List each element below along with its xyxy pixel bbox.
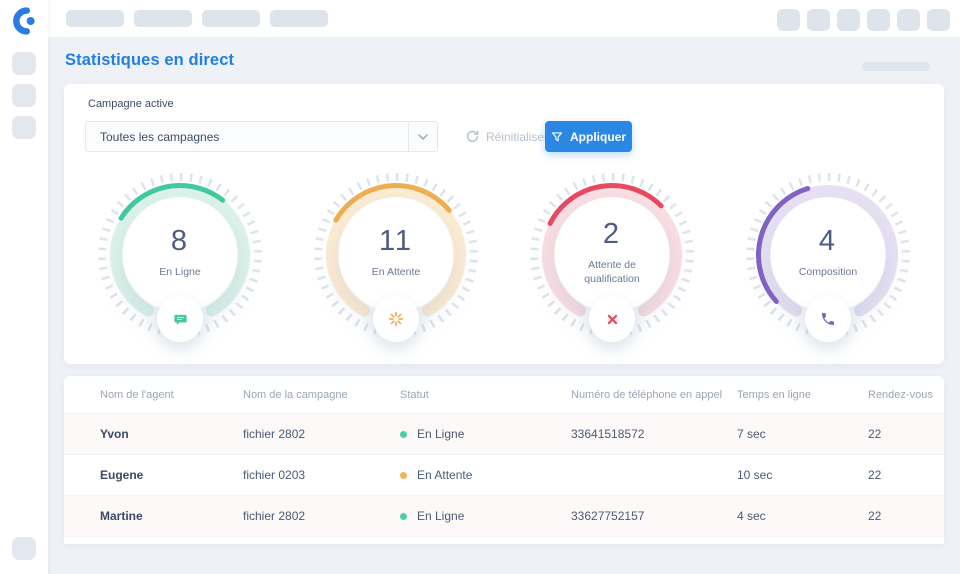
table-header-cell: Numéro de téléphone en appel: [571, 388, 723, 401]
campaign-name-cell: fichier 2802: [243, 509, 306, 523]
table-header-cell: Temps en ligne: [737, 388, 811, 401]
gauge-ring: [540, 182, 684, 327]
gauge-label: Attente de qualification: [584, 258, 640, 285]
gauge-value: 8: [170, 224, 190, 257]
gauge-inner-circle: 4 Composition: [771, 198, 885, 312]
topbar-action-placeholder[interactable]: [927, 9, 950, 31]
topbar: [48, 0, 960, 38]
campaign-filter-label: Campagne active: [88, 98, 174, 110]
agent-name-cell: Yvon: [100, 427, 129, 441]
close-icon: [607, 314, 617, 324]
sidebar-item-placeholder[interactable]: [12, 84, 36, 107]
status-dot: [400, 471, 407, 479]
filter-funnel-icon: [551, 131, 563, 141]
phone-brand-logo[interactable]: [12, 7, 38, 35]
topbar-action-placeholder[interactable]: [807, 9, 830, 31]
nav-pill-placeholder[interactable]: [66, 10, 124, 27]
main-content: Statistiques en direct Campagne active T…: [48, 38, 960, 544]
chat-icon: [173, 314, 187, 325]
gauge-ring: [324, 183, 468, 327]
status-cell: En Ligne: [400, 427, 571, 441]
table-header-cell: Nom de la campagne: [243, 388, 348, 401]
status-label: En Attente: [417, 468, 473, 482]
status-cell: En Ligne: [400, 509, 571, 523]
appointments-cell: 22: [868, 468, 882, 482]
campaign-name-cell: fichier 2802: [243, 427, 306, 441]
gauge: 11 En Attente: [296, 168, 496, 360]
table-header-cell: Rendez-vous: [868, 388, 933, 401]
topbar-action-placeholder[interactable]: [837, 9, 860, 31]
gauges-row: 8 En Ligne 11 En Attente 2 Attente de qu…: [64, 168, 944, 360]
status-cell: En Attente: [400, 468, 571, 482]
campaign-select-value: Toutes les campagnes: [100, 129, 220, 144]
gauge-label: En Ligne: [159, 265, 201, 278]
nav-pill-placeholder[interactable]: [134, 10, 192, 27]
table-row[interactable]: Yvon fichier 2802 En Ligne 33641518572 7…: [64, 414, 944, 455]
time-online-cell: 7 sec: [737, 427, 766, 441]
title-right-placeholder: [862, 62, 930, 71]
gauge-label: En Attente: [371, 265, 421, 278]
gauge-inner-circle: 8 En Ligne: [123, 198, 237, 312]
nav-pill-placeholder[interactable]: [202, 10, 260, 27]
gauge-badge: [589, 296, 635, 342]
gauge-badge: [373, 296, 419, 342]
sidebar-bottom-placeholder[interactable]: [12, 537, 36, 560]
status-label: En Ligne: [417, 427, 465, 441]
table-header-row: Nom de l'agent Nom de la campagne Statut Nu…: [64, 376, 944, 414]
topbar-action-placeholder[interactable]: [897, 9, 920, 31]
time-online-cell: 10 sec: [737, 468, 773, 482]
gauge-badge: [805, 296, 851, 342]
gauge: 4 Composition: [728, 168, 928, 360]
gauge-ring: [108, 183, 252, 327]
nav-pill-placeholder[interactable]: [270, 10, 328, 27]
gauge: 8 En Ligne: [80, 168, 280, 360]
status-dot: [400, 512, 407, 520]
agents-table-card: Nom de l'agent Nom de la campagne Statut Nu…: [64, 376, 944, 544]
table-header-cell: Statut: [400, 388, 429, 401]
sidebar: [0, 0, 48, 574]
refresh-icon: [466, 130, 479, 142]
gauge-label: Composition: [798, 265, 858, 278]
agent-name-cell: Eugene: [100, 468, 144, 482]
sidebar-item-placeholder[interactable]: [12, 116, 36, 139]
gauge-value: 4: [818, 224, 838, 257]
status-dot: [400, 430, 407, 438]
topbar-nav-placeholders: [66, 10, 328, 27]
topbar-action-placeholder[interactable]: [867, 9, 890, 31]
gauge-inner-circle: 2 Attente de qualification: [555, 198, 669, 312]
gauge-inner-circle: 11 En Attente: [339, 198, 453, 312]
stats-card: Campagne active Toutes les campagnes Réi…: [64, 84, 944, 364]
page-title: Statistiques en direct: [65, 51, 235, 69]
table-body: Yvon fichier 2802 En Ligne 33641518572 7…: [64, 414, 944, 537]
time-online-cell: 4 sec: [737, 509, 766, 523]
apply-button-label: Appliquer: [570, 129, 626, 144]
table-row[interactable]: Eugene fichier 0203 En Attente 10 sec 22: [64, 455, 944, 496]
campaign-select[interactable]: Toutes les campagnes: [85, 121, 438, 152]
agent-name-cell: Martine: [100, 509, 143, 523]
apply-button[interactable]: Appliquer: [545, 121, 632, 152]
sidebar-item-placeholder[interactable]: [12, 52, 36, 75]
appointments-cell: 22: [868, 509, 882, 523]
gauge: 2 Attente de qualification: [512, 168, 712, 360]
phone-number-cell: 33627752157: [571, 509, 645, 523]
reset-button-label: Réinitialiser: [486, 129, 549, 144]
phone-icon: [822, 313, 834, 325]
topbar-action-placeholders: [777, 9, 950, 31]
gauge-badge: [157, 296, 203, 342]
gauge-value: 11: [378, 224, 414, 257]
table-row[interactable]: Martine fichier 2802 En Ligne 3362775215…: [64, 496, 944, 537]
spinner-icon: [388, 311, 404, 327]
status-label: En Ligne: [417, 509, 465, 523]
phone-number-cell: 33641518572: [571, 427, 645, 441]
appointments-cell: 22: [868, 427, 882, 441]
table-header-cell: Nom de l'agent: [100, 388, 174, 401]
campaign-name-cell: fichier 0203: [243, 468, 306, 482]
chevron-down-icon[interactable]: [408, 122, 437, 151]
reset-button[interactable]: Réinitialiser: [452, 121, 562, 152]
gauge-ring: [756, 183, 900, 327]
topbar-action-placeholder[interactable]: [777, 9, 800, 31]
gauge-value: 2: [602, 217, 622, 250]
